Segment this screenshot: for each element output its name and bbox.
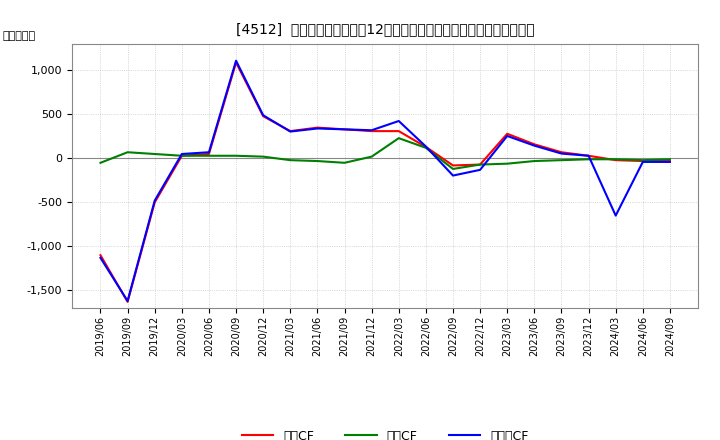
営業CF: [178, 153, 186, 158]
投資CF: [150, 151, 159, 157]
フリーCF: [395, 118, 403, 124]
営業CF: [503, 131, 511, 136]
フリーCF: [259, 113, 268, 118]
投資CF: [557, 158, 566, 163]
フリーCF: [313, 126, 322, 131]
Title: [4512]  キャッシュフローの12か月移動合計の対前年同期増減額の推移: [4512] キャッシュフローの12か月移動合計の対前年同期増減額の推移: [236, 22, 534, 36]
フリーCF: [557, 151, 566, 156]
営業CF: [557, 150, 566, 155]
フリーCF: [530, 143, 539, 148]
投資CF: [503, 161, 511, 166]
フリーCF: [665, 159, 674, 165]
営業CF: [123, 299, 132, 304]
営業CF: [341, 127, 349, 132]
営業CF: [286, 128, 294, 134]
投資CF: [178, 153, 186, 158]
Y-axis label: （百万円）: （百万円）: [2, 31, 35, 41]
営業CF: [530, 142, 539, 147]
営業CF: [421, 144, 430, 150]
フリーCF: [232, 58, 240, 63]
営業CF: [150, 200, 159, 205]
フリーCF: [584, 153, 593, 158]
Line: フリーCF: フリーCF: [101, 61, 670, 301]
フリーCF: [449, 173, 457, 178]
投資CF: [367, 154, 376, 159]
フリーCF: [150, 198, 159, 203]
投資CF: [611, 157, 620, 162]
営業CF: [204, 151, 213, 157]
営業CF: [96, 253, 105, 258]
投資CF: [584, 157, 593, 162]
投資CF: [530, 158, 539, 164]
フリーCF: [204, 150, 213, 155]
営業CF: [476, 162, 485, 167]
投資CF: [341, 160, 349, 165]
営業CF: [232, 60, 240, 65]
フリーCF: [367, 128, 376, 133]
Legend: 営業CF, 投資CF, フリーCF: 営業CF, 投資CF, フリーCF: [237, 425, 534, 440]
フリーCF: [611, 213, 620, 218]
フリーCF: [96, 255, 105, 260]
フリーCF: [286, 129, 294, 134]
営業CF: [665, 158, 674, 164]
投資CF: [665, 157, 674, 162]
フリーCF: [503, 133, 511, 139]
投資CF: [232, 153, 240, 158]
投資CF: [286, 158, 294, 163]
投資CF: [395, 136, 403, 141]
フリーCF: [123, 298, 132, 304]
フリーCF: [341, 127, 349, 132]
投資CF: [476, 162, 485, 167]
投資CF: [449, 166, 457, 172]
営業CF: [611, 158, 620, 163]
投資CF: [123, 150, 132, 155]
営業CF: [313, 125, 322, 130]
フリーCF: [178, 151, 186, 157]
Line: 投資CF: 投資CF: [101, 138, 670, 169]
営業CF: [395, 128, 403, 134]
フリーCF: [476, 167, 485, 172]
投資CF: [259, 154, 268, 159]
投資CF: [204, 153, 213, 158]
営業CF: [367, 128, 376, 134]
投資CF: [96, 160, 105, 165]
投資CF: [421, 145, 430, 150]
投資CF: [313, 158, 322, 164]
営業CF: [259, 114, 268, 119]
営業CF: [584, 153, 593, 158]
営業CF: [639, 158, 647, 164]
フリーCF: [421, 144, 430, 149]
Line: 営業CF: 営業CF: [101, 62, 670, 302]
フリーCF: [639, 159, 647, 165]
投資CF: [639, 158, 647, 163]
営業CF: [449, 163, 457, 168]
